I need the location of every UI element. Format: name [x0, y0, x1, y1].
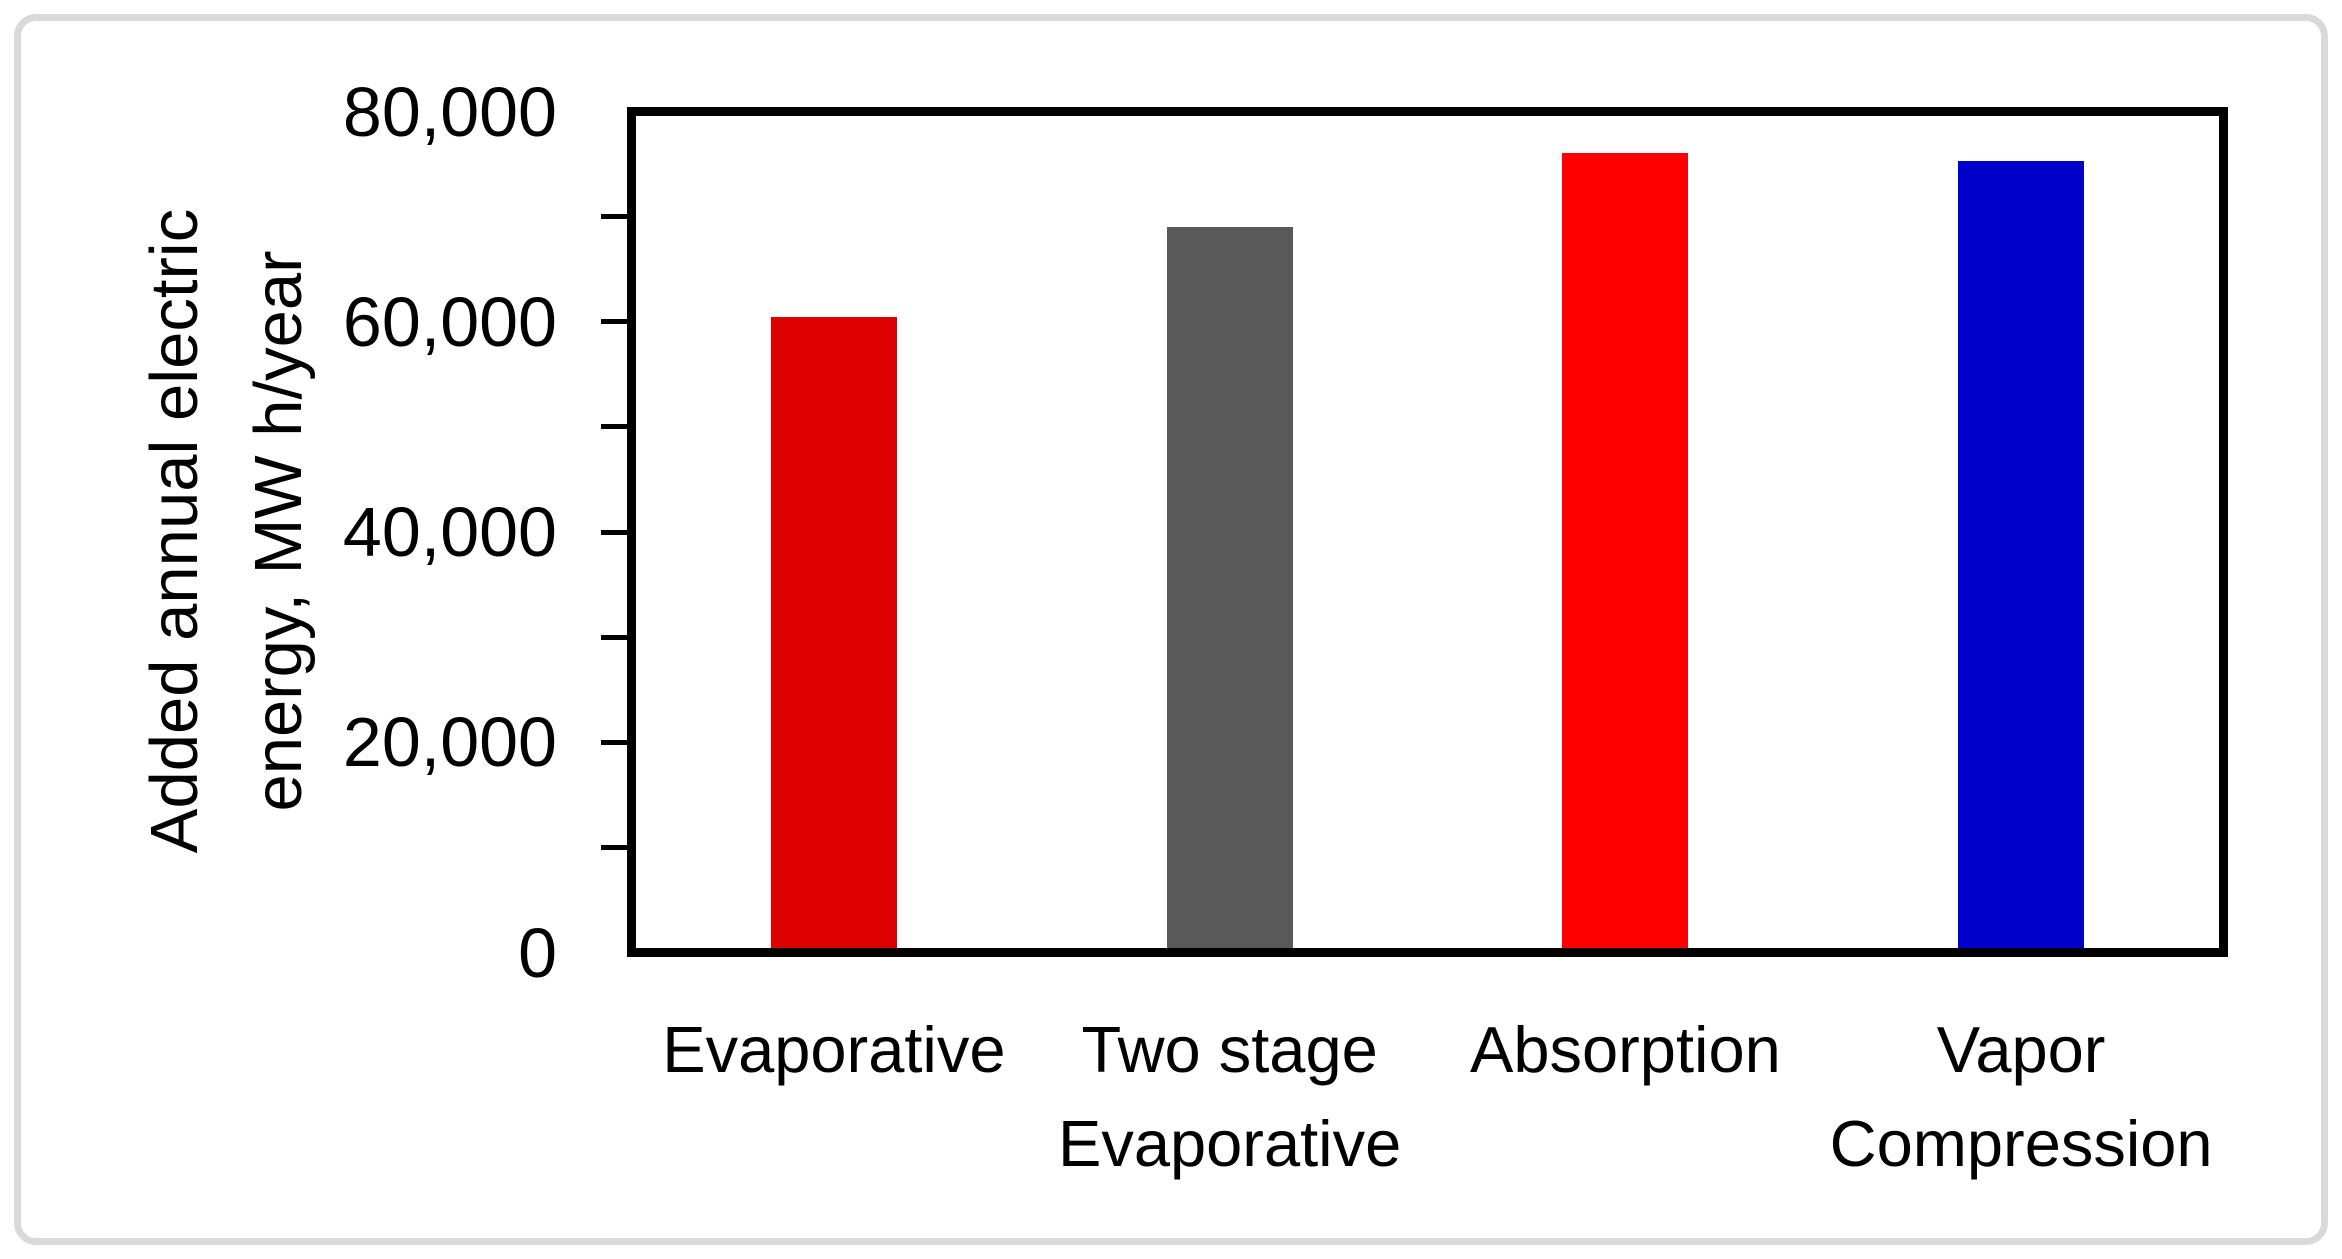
y-tick-label-0: 0 — [518, 913, 557, 992]
x-axis-label-line: Two stage — [1081, 1013, 1378, 1086]
x-axis-label-line: Compression — [1829, 1107, 2213, 1180]
x-axis-label-line: Evaporative — [662, 1013, 1006, 1086]
bar-two-stage-evaporative — [1166, 227, 1293, 948]
x-axis-label-line: Vapor — [1936, 1013, 2106, 1086]
y-tick-label-80-000: 80,000 — [342, 72, 557, 151]
x-axis-label-line: Evaporative — [1058, 1107, 1402, 1180]
bar-vapor-compression — [1958, 160, 2085, 948]
bar-absorption — [1562, 152, 1689, 948]
chart-frame-border — [14, 14, 2328, 1245]
plot-inner-area — [636, 116, 2219, 948]
y-tick-mark — [601, 424, 627, 430]
y-tick-mark — [601, 319, 627, 325]
y-tick-label-20-000: 20,000 — [342, 703, 557, 782]
y-tick-mark — [601, 739, 627, 745]
x-axis-label-vapor-compression: Vapor Compression — [1823, 1003, 2219, 1191]
y-tick-mark — [601, 844, 627, 850]
y-tick-mark — [601, 529, 627, 535]
y-axis-title-line: Added annual electric — [137, 208, 212, 854]
x-axis-label-two-stage-evaporative: Two stage Evaporative — [1032, 1003, 1428, 1191]
x-axis-label-absorption: Absorption — [1428, 1003, 1824, 1097]
y-tick-label-60-000: 60,000 — [342, 282, 557, 361]
x-axis-label-line: Absorption — [1470, 1013, 1781, 1086]
y-tick-mark — [601, 634, 627, 640]
y-tick-mark — [601, 214, 627, 220]
plot-area — [627, 107, 2228, 957]
y-tick-label-40-000: 40,000 — [342, 493, 557, 571]
bar-evaporative — [770, 316, 897, 948]
x-axis-label-evaporative: Evaporative — [636, 1003, 1032, 1097]
